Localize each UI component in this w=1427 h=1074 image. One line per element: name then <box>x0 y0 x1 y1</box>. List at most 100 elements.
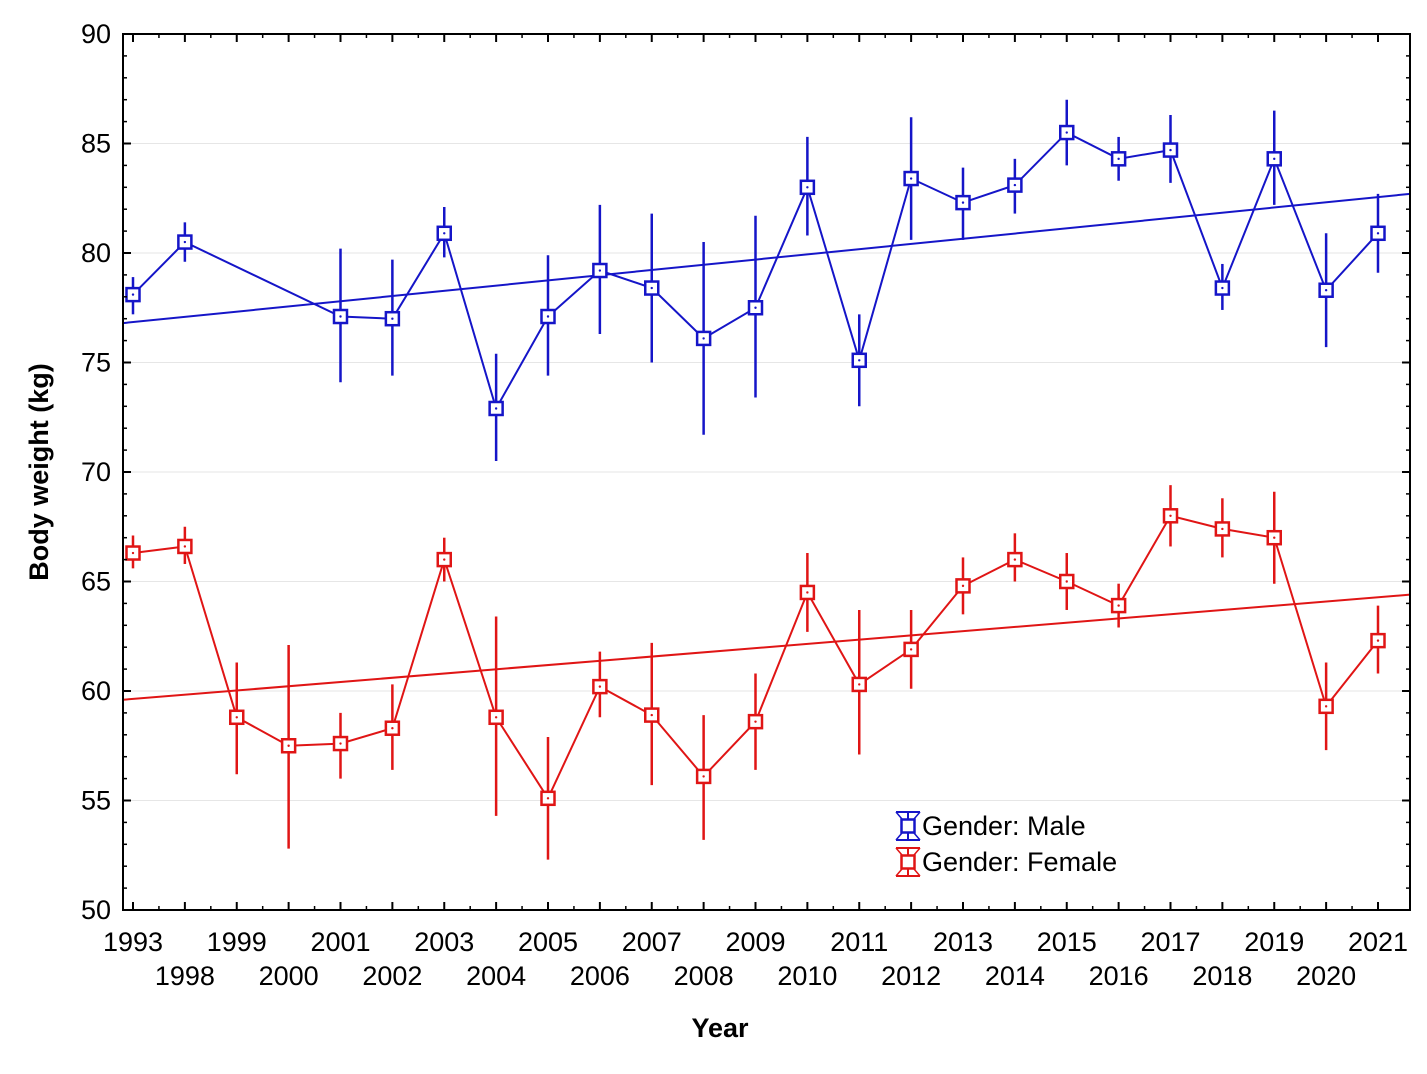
x-tick-label-2005: 2005 <box>518 927 578 957</box>
x-tick-label-1993: 1993 <box>103 927 163 957</box>
x-axis-title: Year <box>691 1013 749 1043</box>
x-tick-label-2019: 2019 <box>1244 927 1304 957</box>
marker-center-female-2016 <box>1117 604 1120 607</box>
axes: 50 55 60 65 70 75 80 85 90 1993 1998 1999 2000 2001 20… <box>81 19 1410 991</box>
marker-center-female-2008 <box>702 775 705 778</box>
legend-label-female: Gender: Female <box>922 847 1117 877</box>
grid-lines <box>123 143 1410 801</box>
y-tick-label-85: 85 <box>81 129 111 159</box>
x-tick-label-2008: 2008 <box>674 961 734 991</box>
marker-center-male-2016 <box>1117 157 1120 161</box>
marker-center-female-1998 <box>183 545 187 548</box>
legend-marker-female <box>900 854 916 870</box>
marker-center-male-2003 <box>443 232 446 235</box>
x-tick-label-2017: 2017 <box>1140 927 1200 957</box>
marker-center-male-2018 <box>1221 286 1224 290</box>
marker-center-female-2004 <box>494 716 498 719</box>
x-tick-label-2000: 2000 <box>259 961 319 991</box>
marker-center-female-2019 <box>1273 536 1276 539</box>
marker-center-male-2019 <box>1273 157 1276 161</box>
marker-center-male-2020 <box>1324 289 1328 292</box>
x-tick-label-2004: 2004 <box>466 961 526 991</box>
marker-center-male-2015 <box>1065 131 1068 134</box>
marker-center-male-2001 <box>339 315 342 318</box>
legend-entry-male: Gender: Male <box>895 811 1086 841</box>
marker-center-male-2014 <box>1013 183 1017 187</box>
marker-center-female-1993 <box>131 551 135 555</box>
marker-center-female-2006 <box>598 685 602 688</box>
marker-center-female-2001 <box>339 742 342 745</box>
x-tick-label-2012: 2012 <box>881 961 941 991</box>
x-tick-label-2021: 2021 <box>1348 927 1408 957</box>
marker-center-male-2017 <box>1169 148 1172 152</box>
x-tick-label-2011: 2011 <box>830 927 888 957</box>
x-tick-label-2020: 2020 <box>1296 961 1356 991</box>
y-tick-label-75: 75 <box>81 348 111 378</box>
marker-center-male-2021 <box>1376 232 1380 235</box>
marker-center-female-2020 <box>1324 705 1328 708</box>
x-tick-label-2015: 2015 <box>1037 927 1097 957</box>
legend-entry-female: Gender: Female <box>895 847 1117 877</box>
y-tick-label-65: 65 <box>81 567 111 597</box>
y-tick-label-90: 90 <box>81 19 111 49</box>
marker-center-male-2006 <box>598 269 602 272</box>
y-tick-label-60: 60 <box>81 676 111 706</box>
series-female <box>125 485 1386 860</box>
marker-center-female-2010 <box>806 591 809 594</box>
marker-center-female-2003 <box>443 558 446 561</box>
marker-center-male-2005 <box>546 315 550 318</box>
trend-line-female <box>122 593 1411 701</box>
y-tick-label-55: 55 <box>81 786 111 816</box>
legend-symbol-male <box>895 811 921 841</box>
series-layer <box>125 99 1386 860</box>
x-tick-label-2006: 2006 <box>570 961 630 991</box>
y-tick-label-50: 50 <box>81 895 111 925</box>
y-tick-label-80: 80 <box>81 238 111 268</box>
x-tick-label-2007: 2007 <box>622 927 682 957</box>
marker-center-female-2014 <box>1013 558 1017 561</box>
x-tick-label-2002: 2002 <box>362 961 422 991</box>
marker-center-female-2005 <box>546 797 550 800</box>
x-tick-label-2003: 2003 <box>414 927 474 957</box>
x-tick-label-2014: 2014 <box>985 961 1045 991</box>
legend-symbol-female <box>895 847 921 877</box>
marker-center-male-2011 <box>858 359 861 362</box>
marker-center-female-2011 <box>858 683 861 686</box>
y-tick-label-70: 70 <box>81 457 111 487</box>
legend-label-male: Gender: Male <box>922 811 1086 841</box>
x-tick-label-2009: 2009 <box>725 927 785 957</box>
legend-marker-male <box>900 818 916 834</box>
marker-center-female-2015 <box>1065 580 1068 583</box>
marker-center-female-2018 <box>1221 527 1224 531</box>
y-axis-title: Body weight (kg) <box>24 363 54 581</box>
marker-center-male-2009 <box>754 306 757 309</box>
series-male <box>125 99 1386 462</box>
marker-center-male-2007 <box>650 286 653 290</box>
marker-center-male-2008 <box>702 337 705 340</box>
legend: Gender: Male Gender: Female <box>895 811 1117 877</box>
marker-center-male-2004 <box>494 407 498 410</box>
x-tick-label-2001: 2001 <box>310 927 370 957</box>
x-tick-label-2016: 2016 <box>1089 961 1149 991</box>
marker-center-female-2013 <box>961 584 965 588</box>
marker-center-male-2013 <box>961 201 965 204</box>
marker-center-female-1999 <box>235 716 238 719</box>
marker-center-female-2012 <box>909 648 913 651</box>
marker-center-female-2000 <box>287 744 290 747</box>
x-tick-label-1998: 1998 <box>155 961 215 991</box>
marker-center-male-1998 <box>183 240 187 244</box>
marker-center-female-2007 <box>650 713 653 717</box>
x-tick-label-2018: 2018 <box>1192 961 1252 991</box>
marker-center-female-2017 <box>1169 514 1172 517</box>
marker-center-female-2002 <box>391 727 394 730</box>
x-tick-label-2010: 2010 <box>777 961 837 991</box>
marker-center-male-2002 <box>391 317 394 320</box>
x-tick-label-1999: 1999 <box>207 927 267 957</box>
x-tick-label-2013: 2013 <box>933 927 993 957</box>
marker-center-female-2009 <box>754 720 757 723</box>
marker-center-male-1993 <box>131 293 135 296</box>
marker-center-male-2010 <box>806 186 809 189</box>
marker-center-female-2021 <box>1376 639 1380 642</box>
